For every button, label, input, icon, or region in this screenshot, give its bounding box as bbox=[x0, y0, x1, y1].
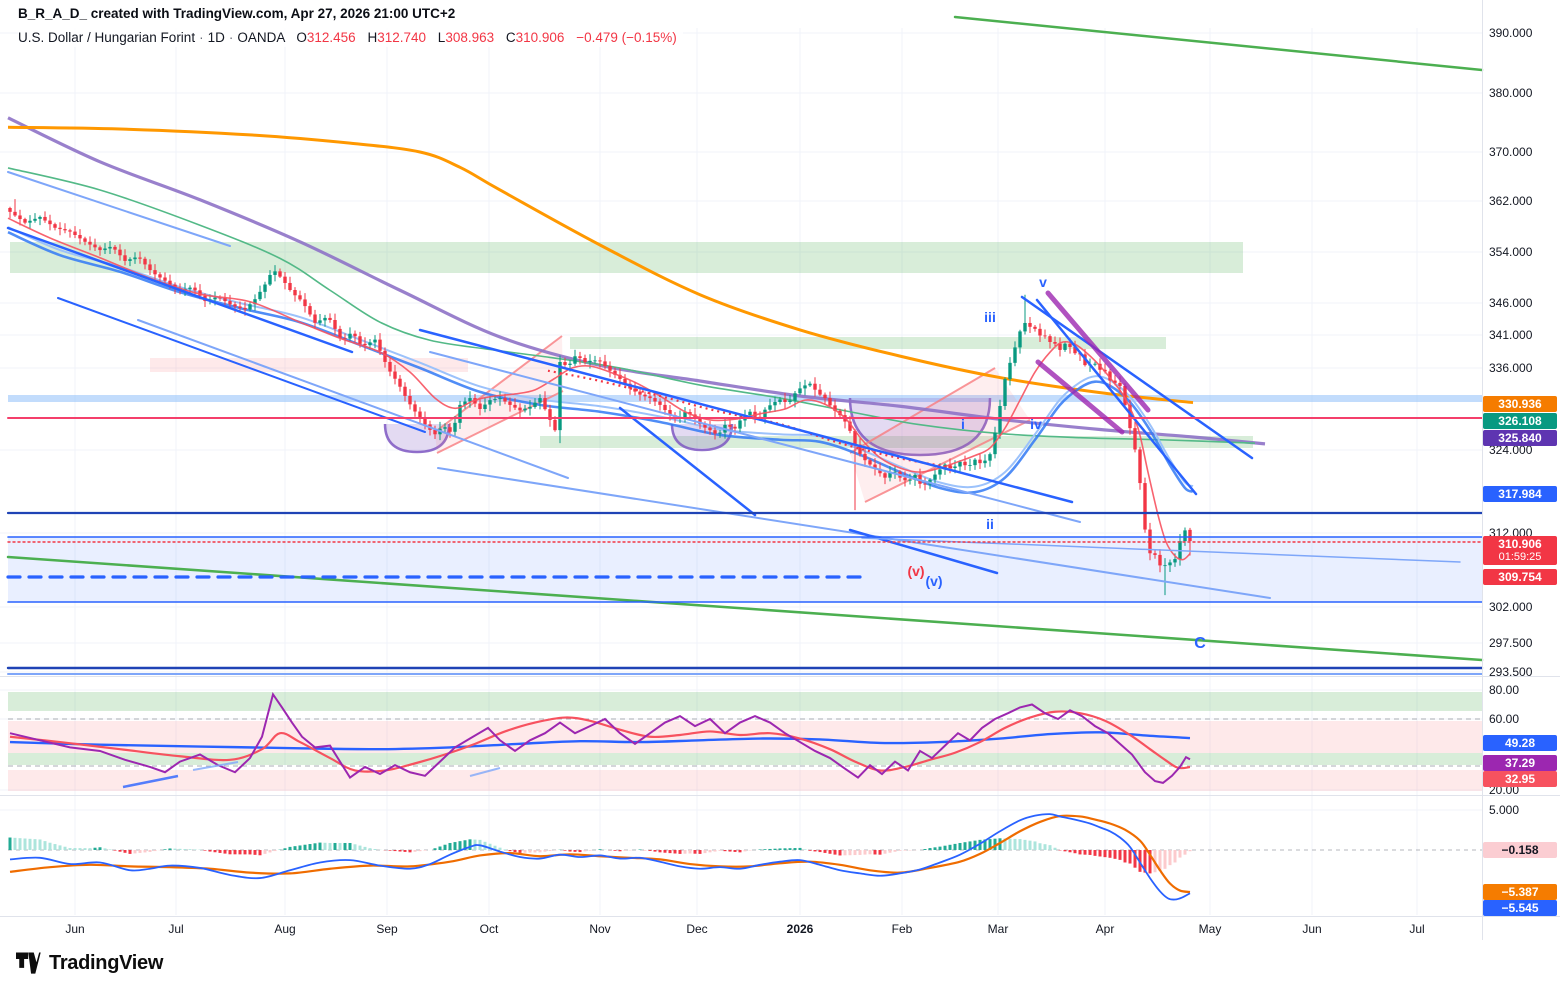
time-axis[interactable]: Jun Jul Aug Sep Oct Nov Dec 2026 Feb Mar Apr May Jun… bbox=[0, 916, 1560, 945]
price-badge: 49.28 bbox=[1483, 734, 1557, 751]
countdown-timer: 01:59:25 bbox=[1498, 550, 1542, 563]
wave-label-v[interactable]: v bbox=[1039, 274, 1047, 290]
time-tick-label: Oct bbox=[479, 922, 499, 936]
price-badge: 317.984 bbox=[1483, 485, 1557, 502]
time-tick-label: Mar bbox=[987, 922, 1009, 936]
tradingview-logo[interactable]: TradingView bbox=[16, 950, 163, 976]
open-label: O bbox=[296, 30, 307, 45]
wave-label-iv[interactable]: iv bbox=[1030, 416, 1042, 432]
price-tick-label: 5.000 bbox=[1489, 803, 1520, 817]
price-tick-label: 60.00 bbox=[1489, 712, 1520, 726]
wave-label-ii[interactable]: ii bbox=[986, 516, 994, 532]
price-tick-label: 20.00 bbox=[1489, 783, 1520, 797]
price-tick-label: 346.000 bbox=[1489, 296, 1533, 310]
price-tick-label: 80.00 bbox=[1489, 683, 1520, 697]
close-label: C bbox=[505, 30, 516, 45]
time-tick-label: Jul bbox=[168, 922, 184, 936]
time-tick-label: Jul bbox=[1409, 922, 1425, 936]
low-label: L bbox=[437, 30, 446, 45]
price-badge: −5.545 bbox=[1483, 899, 1557, 916]
time-tick-label: Aug bbox=[274, 922, 296, 936]
high-value: 312.740 bbox=[377, 30, 427, 45]
price-tick-label: 324.000 bbox=[1489, 443, 1533, 457]
price-badge: 330.936 bbox=[1483, 395, 1557, 412]
wave-label-iii[interactable]: iii bbox=[984, 309, 996, 325]
price-tick-label: 390.000 bbox=[1489, 26, 1533, 40]
price-badge: 32.95 bbox=[1483, 770, 1557, 787]
price-badge: 310.906 01:59:25 bbox=[1483, 535, 1557, 565]
price-badge: 37.29 bbox=[1483, 754, 1557, 771]
time-tick-label: Jun bbox=[65, 922, 85, 936]
separator-dot: · bbox=[228, 30, 234, 45]
time-tick-label: Nov bbox=[589, 922, 611, 936]
price-badge: 325.840 bbox=[1483, 429, 1557, 446]
time-tick-label: 2026 bbox=[786, 922, 814, 936]
pane-separator-1[interactable] bbox=[0, 676, 1560, 677]
tradingview-logo-text: TradingView bbox=[49, 951, 164, 974]
time-tick-label: Sep bbox=[376, 922, 398, 936]
wave-label-pvp[interactable]: (v) bbox=[907, 563, 925, 579]
price-tick-label: 293.500 bbox=[1489, 665, 1533, 679]
price-tick-label: 380.000 bbox=[1489, 86, 1533, 100]
separator-dot: · bbox=[199, 30, 204, 45]
price-axis-border bbox=[1482, 0, 1483, 940]
low-value: 308.963 bbox=[445, 30, 495, 45]
symbol-title[interactable]: U.S. Dollar / Hungarian Forint bbox=[18, 30, 196, 45]
time-tick-label: Jun bbox=[1302, 922, 1322, 936]
wave-label-pvp[interactable]: (v) bbox=[925, 573, 943, 589]
change-value: −0.479 (−0.15%) bbox=[576, 30, 677, 45]
price-tick-label: 370.000 bbox=[1489, 145, 1533, 159]
price-badge: −0.158 bbox=[1483, 841, 1557, 858]
price-badge: −5.387 bbox=[1483, 883, 1557, 900]
price-axis[interactable]: 390.000 380.000 370.000 362.000 354.000 346.0… bbox=[1482, 0, 1560, 940]
wave-label-C[interactable]: C bbox=[1194, 635, 1206, 652]
price-badge: 326.108 bbox=[1483, 412, 1557, 429]
price-badge: 309.754 bbox=[1483, 568, 1557, 585]
price-tick-label: 354.000 bbox=[1489, 245, 1533, 259]
tradingview-logo-icon bbox=[16, 952, 41, 974]
close-value: 310.906 bbox=[515, 30, 565, 45]
symbol-interval[interactable]: 1D bbox=[207, 30, 225, 45]
price-tick-label: 297.500 bbox=[1489, 636, 1533, 650]
high-label: H bbox=[367, 30, 378, 45]
wave-label-i[interactable]: i bbox=[961, 416, 965, 432]
price-tick-label: 336.000 bbox=[1489, 361, 1533, 375]
time-tick-label: Dec bbox=[686, 922, 708, 936]
time-tick-label: May bbox=[1198, 922, 1222, 936]
price-tick-label: 341.000 bbox=[1489, 328, 1533, 342]
price-tick-label: 302.000 bbox=[1489, 600, 1533, 614]
price-tick-label: 362.000 bbox=[1489, 194, 1533, 208]
open-value: 312.456 bbox=[306, 30, 356, 45]
symbol-info-row[interactable]: U.S. Dollar / Hungarian Forint · 1D · OANDA … bbox=[18, 28, 683, 47]
time-tick-label: Apr bbox=[1095, 922, 1115, 936]
attribution-text: B_R_A_D_ created with TradingView.com, A… bbox=[18, 6, 456, 21]
pane-separator-2[interactable] bbox=[0, 795, 1560, 796]
time-tick-label: Feb bbox=[891, 922, 913, 936]
symbol-exchange[interactable]: OANDA bbox=[237, 30, 285, 45]
